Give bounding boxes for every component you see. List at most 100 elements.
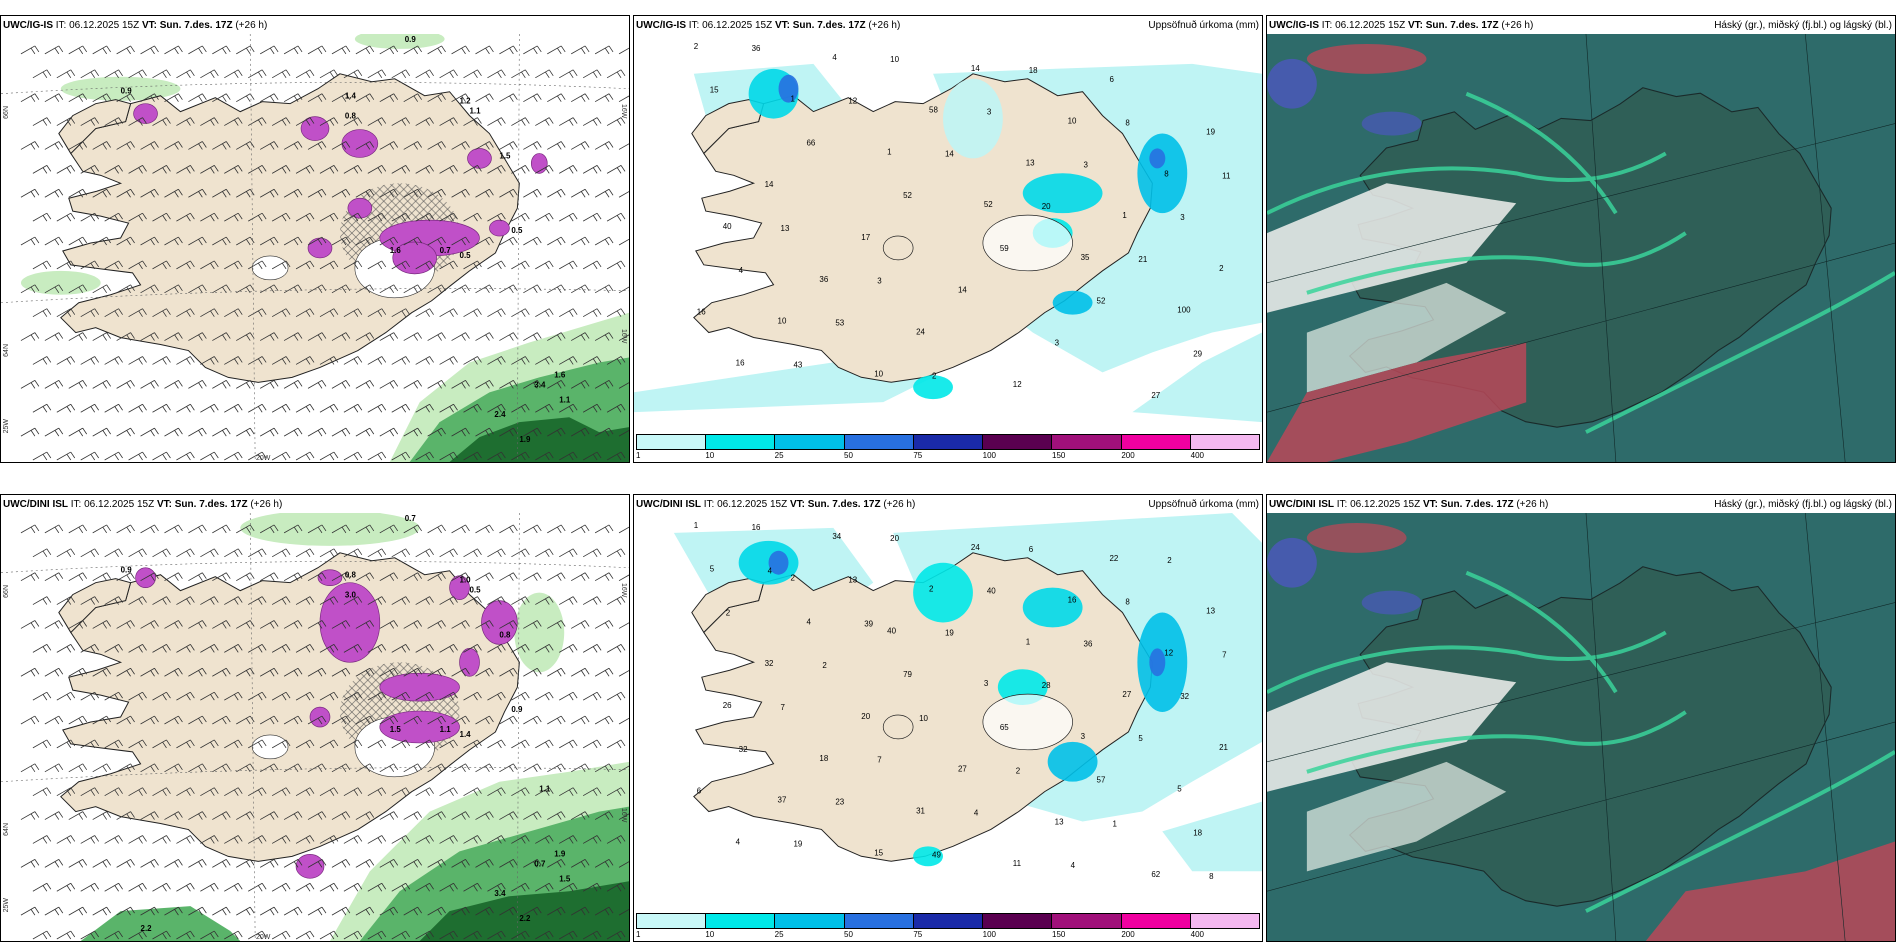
lead-time: (+26 h) (883, 499, 916, 510)
init-label: IT: (70, 499, 82, 510)
cloud-contours (1267, 91, 1895, 434)
value-label: 8 (1125, 598, 1130, 607)
value-label: 10 (890, 55, 899, 64)
value-label: 36 (752, 44, 761, 53)
model-name: UWC/DINI ISL (636, 499, 701, 510)
value-label: 27 (958, 765, 967, 774)
value-label: 2 (932, 371, 937, 380)
precip-value-labels: 0.7 0.9 0.8 1.0 3.0 0.5 0.8 0.9 1.1 1.5 1.4 0.7 3.4 2… (121, 514, 571, 933)
value-label: 8 (1209, 872, 1214, 881)
value-label: 1.4 (460, 730, 472, 739)
value-label: 14 (945, 149, 954, 158)
value-label: 15 (710, 86, 719, 95)
value-label: 2.2 (141, 924, 153, 933)
value-label: 14 (765, 180, 774, 189)
value-label: 0.9 (121, 566, 133, 575)
panel-title: UWC/DINI ISL IT: 06.12.2025 15Z VT: Sun.… (1269, 499, 1548, 510)
value-label: 0.9 (121, 87, 133, 96)
value-label: 32 (739, 745, 748, 754)
value-label: 1 (1122, 211, 1127, 220)
value-label: 35 (1081, 253, 1090, 262)
lon-label-16w-top: 16W (620, 104, 627, 119)
model-name: UWC/IG-IS (3, 20, 53, 31)
value-label: 36 (1084, 639, 1093, 648)
valid-label: VT: (1407, 20, 1423, 31)
init-time: 06.12.2025 15Z (1335, 20, 1406, 31)
value-label: 12 (848, 97, 857, 106)
value-label: 13 (1026, 158, 1035, 167)
init-label: IT: (1336, 499, 1348, 510)
lat-label-64n: 64N (3, 344, 10, 357)
field-title: Háský (gr.), miðský (fj.bl.) og lágský (… (1714, 499, 1892, 510)
value-label: 26 (723, 701, 732, 710)
colorbar-swatch (844, 435, 914, 449)
panel-cloud-igis: UWC/IG-IS IT: 06.12.2025 15Z VT: Sun. 7.… (1266, 15, 1896, 463)
value-label: 12 (1164, 648, 1173, 657)
value-label: 6 (697, 787, 702, 796)
colorbar-label: 50 (844, 930, 853, 939)
graticule (1267, 34, 1895, 462)
colorbar-swatch (775, 914, 845, 928)
value-label: 4 (806, 617, 811, 626)
value-label: 3 (984, 679, 989, 688)
value-label: 6 (1109, 75, 1114, 84)
value-label: 24 (916, 328, 925, 337)
value-label: 58 (929, 106, 938, 115)
colorbar-label: 200 (1121, 930, 1135, 939)
value-label: 13 (1055, 817, 1064, 826)
colorbar-swatch (1190, 914, 1259, 928)
wind-map: 0.9 0.9 1.4 1.2 0.8 1.1 1.5 0.5 0.7 1.6 0.5 3.4 2.4 1… (1, 34, 629, 462)
colorbar-label: 400 (1190, 451, 1205, 460)
precip-map: 1 2 40 3 3 5 4 34 2 1 27 21 37 15 24 16 12 26 18 31 11 22 13 32… (634, 513, 1262, 915)
wind-barbs (20, 524, 629, 940)
valid-time: Sun. 7.des. 17Z (1425, 20, 1499, 31)
colorbar-swatch (913, 435, 984, 449)
cloud-layers (1267, 43, 1832, 462)
cloud-map (1267, 513, 1895, 941)
cloud-contours (1267, 570, 1895, 913)
value-label: 79 (903, 670, 912, 679)
value-label: 1.0 (460, 576, 472, 585)
value-label: 52 (984, 200, 993, 209)
panel-precip-dini: UWC/DINI ISL IT: 06.12.2025 15Z VT: Sun.… (633, 494, 1263, 942)
lat-label-66n: 66N (3, 585, 10, 598)
value-label: 27 (1122, 690, 1131, 699)
value-label: 10 (778, 317, 787, 326)
init-time: 06.12.2025 15Z (717, 499, 788, 510)
value-label: 1.5 (390, 725, 402, 734)
colorbar-swatch (1121, 435, 1191, 449)
model-name: UWC/DINI ISL (1269, 499, 1334, 510)
value-label: 4 (974, 809, 979, 818)
value-label: 52 (903, 191, 912, 200)
value-label: 2 (791, 574, 796, 583)
cloud-map (1267, 34, 1895, 462)
init-time: 06.12.2025 15Z (69, 20, 140, 31)
value-label: 1.1 (559, 395, 571, 404)
value-label: 0.8 (499, 630, 511, 639)
value-label: 10 (919, 714, 928, 723)
value-label: 2 (1167, 556, 1172, 565)
value-label: 10 (1068, 117, 1077, 126)
field-title: Háský (gr.), miðský (fj.bl.) og lágský (… (1714, 20, 1892, 31)
panel-title: UWC/IG-IS IT: 06.12.2025 15Z VT: Sun. 7.… (636, 20, 900, 31)
value-label: 1 (791, 95, 796, 104)
iceland-landmass (58, 552, 520, 862)
wind-map: 0.7 0.9 0.8 1.0 3.0 0.5 0.8 0.9 1.1 1.5 1.4 0.7 3.4 2… (1, 513, 629, 941)
colorbar-swatch (983, 435, 1053, 449)
value-label: 3 (1081, 732, 1086, 741)
value-label: 1.9 (519, 435, 531, 444)
value-label: 0.8 (345, 112, 357, 121)
lead-time: (+26 h) (1516, 499, 1549, 510)
value-label: 20 (890, 534, 899, 543)
value-label: 2.2 (519, 914, 531, 923)
value-label: 53 (835, 319, 844, 328)
lead-time: (+26 h) (1501, 20, 1534, 31)
value-label: 1.6 (554, 370, 566, 379)
lat-label-66n: 66N (3, 106, 10, 119)
lon-label-25w: 25W (3, 898, 10, 913)
field-title: Uppsöfnuð úrkoma (mm) (1148, 499, 1259, 510)
value-label: 5 (1138, 734, 1143, 743)
value-label: 4 (768, 567, 773, 576)
colorbar-label: 100 (982, 451, 997, 460)
value-label: 0.7 (440, 246, 452, 255)
